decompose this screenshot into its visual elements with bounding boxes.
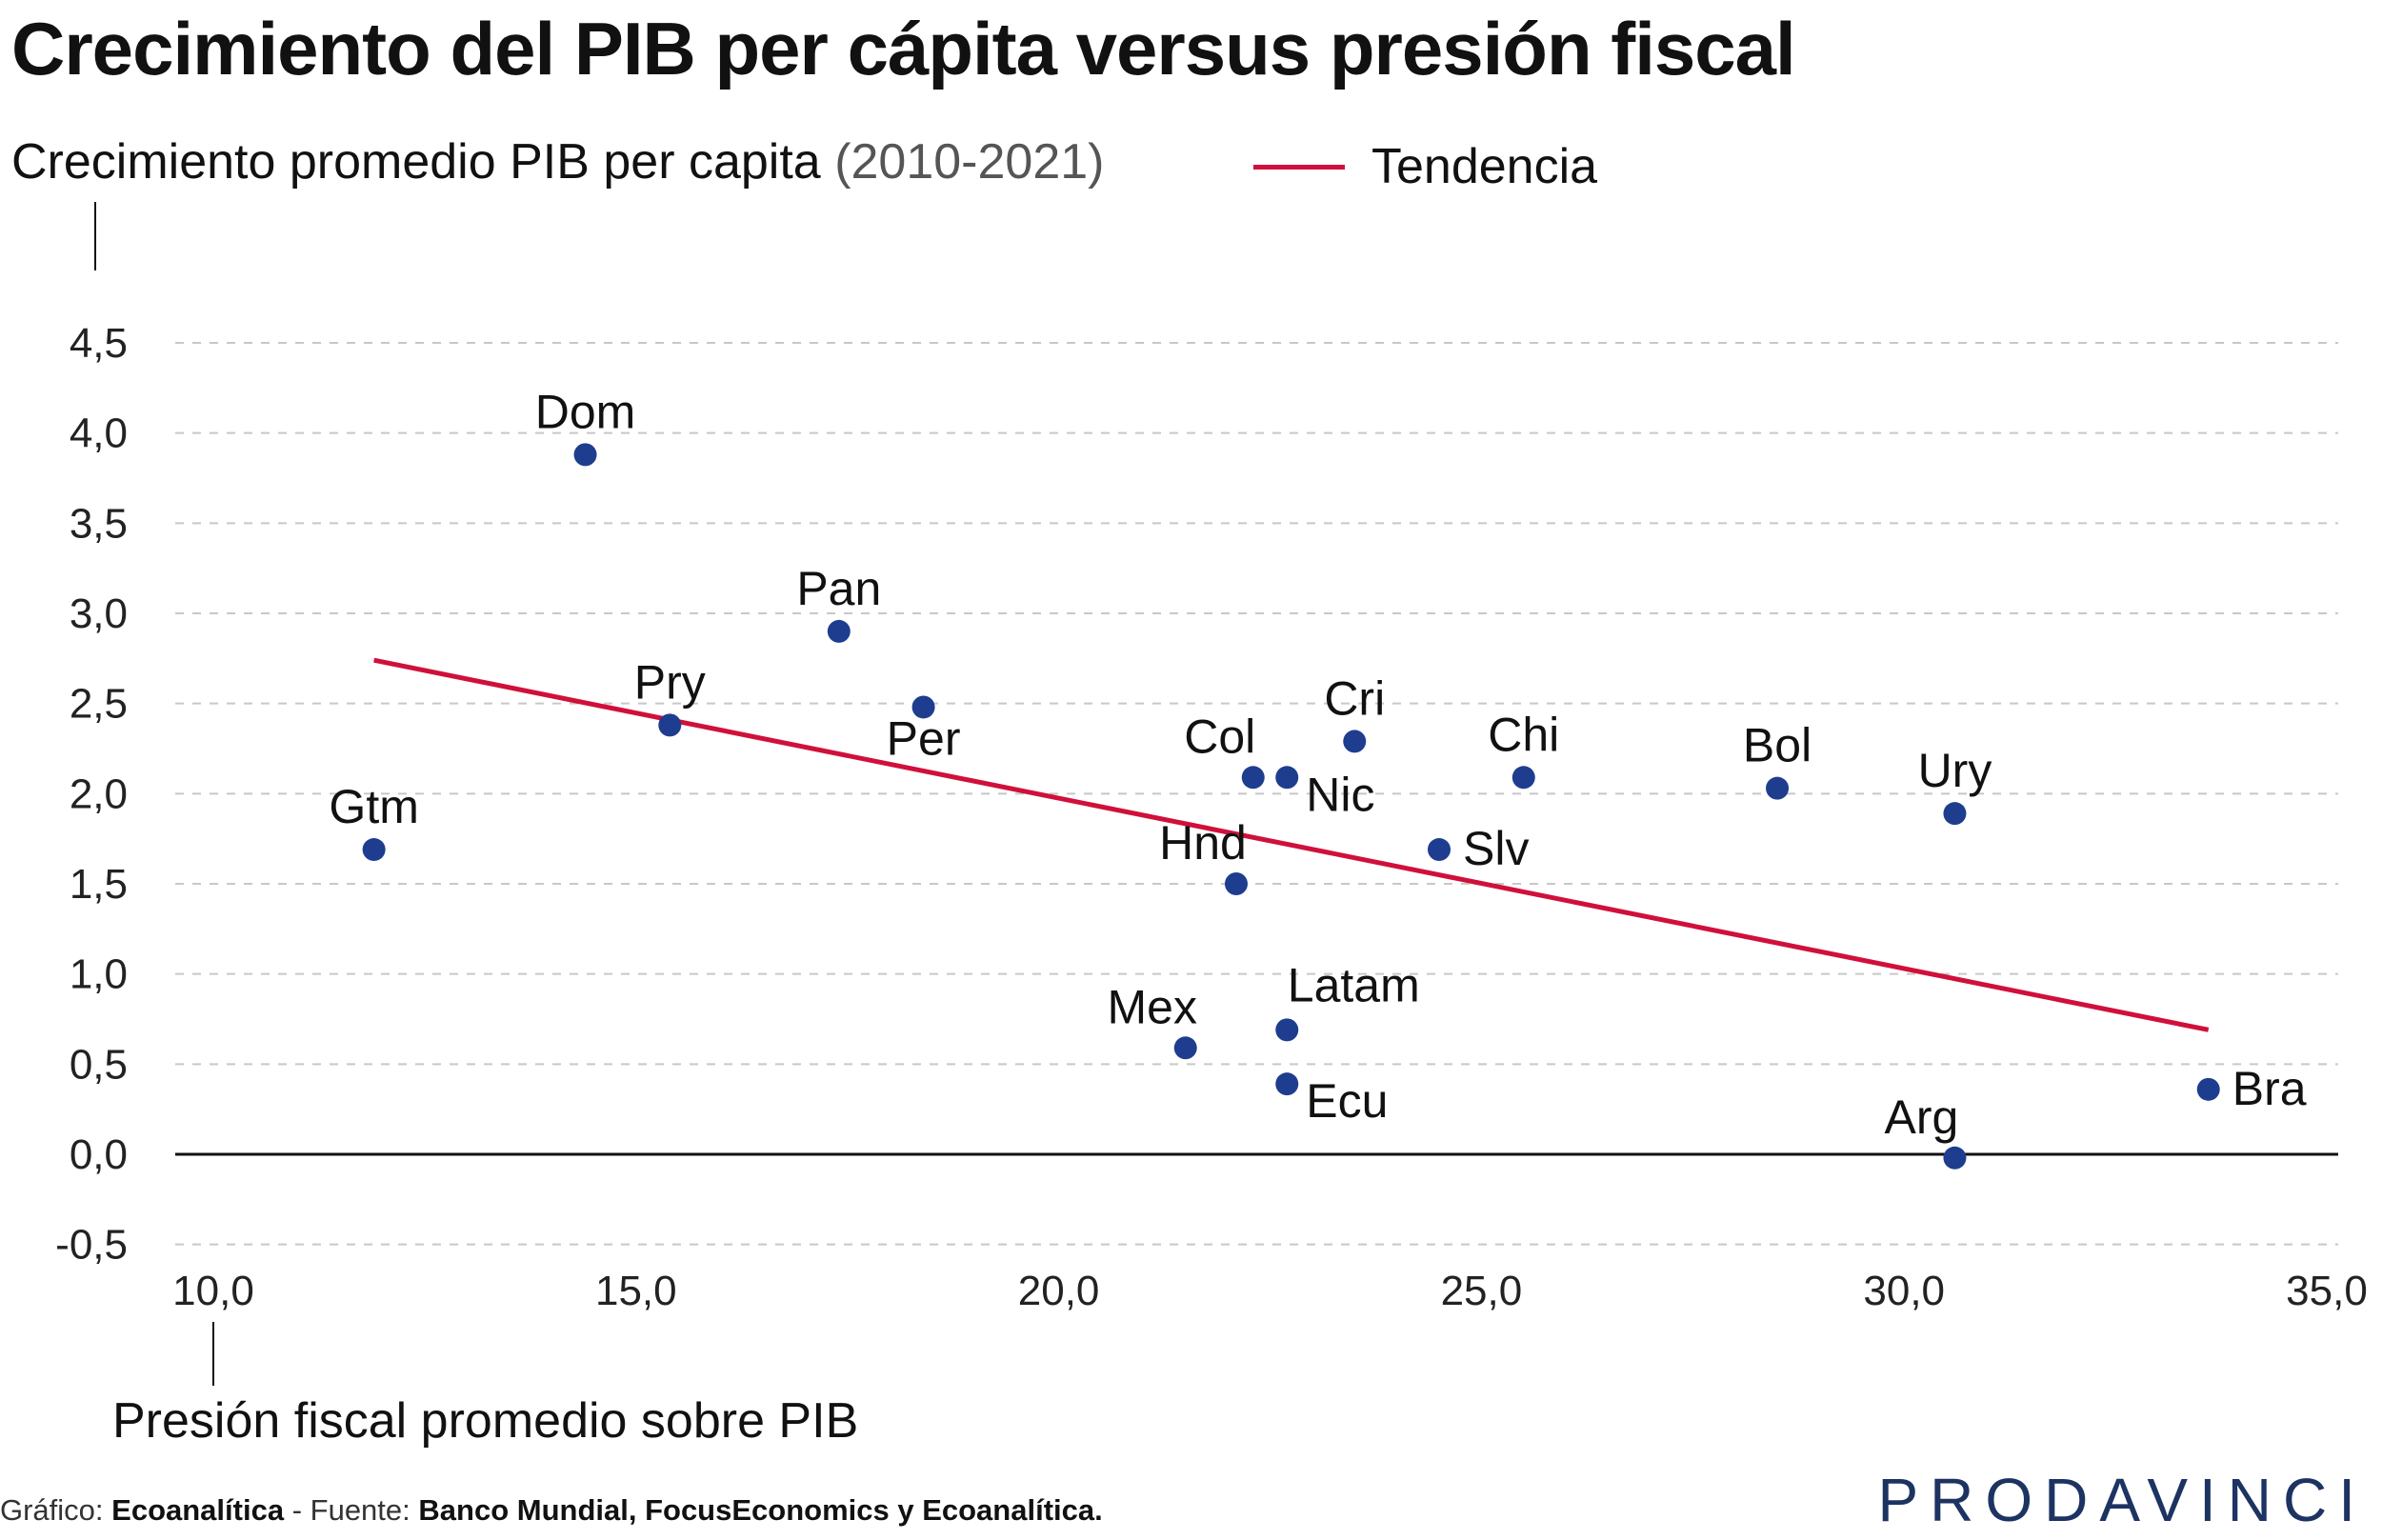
y-tick-label: 0,5 xyxy=(70,1041,128,1088)
y-tick-labels: 4,5 4,0 3,5 3,0 2,5 2,0 1,5 1,0 0,5 0,0 -0,5 xyxy=(55,320,128,1269)
legend-trend-swatch xyxy=(1253,164,1345,170)
prodavinci-logo: PRODAVINCI xyxy=(1877,1466,2367,1534)
data-point xyxy=(827,619,851,643)
point-label: Bol xyxy=(1743,719,1812,772)
x-tick-label: 30,0 xyxy=(1863,1268,1945,1314)
y-tick-label: 4,5 xyxy=(70,320,128,367)
data-point xyxy=(1943,1146,1967,1170)
data-point xyxy=(1173,1036,1197,1060)
point-labels: Dom Pan Pry Per Gtm Col Nic Cri Chi Hnd Slv Bol Ury M… xyxy=(329,385,2306,1143)
footer-prefix: Gráfico: xyxy=(0,1493,104,1527)
data-point xyxy=(1241,766,1265,790)
point-label: Gtm xyxy=(329,780,418,833)
y-tick-label: 2,0 xyxy=(70,770,128,817)
data-point xyxy=(1275,1018,1299,1042)
y-tick-label: 1,0 xyxy=(70,951,128,998)
point-label: Hnd xyxy=(1159,816,1247,870)
data-points xyxy=(362,443,2220,1170)
data-point xyxy=(1766,776,1790,800)
point-label: Ecu xyxy=(1306,1074,1388,1128)
point-label: Latam xyxy=(1288,958,1420,1011)
y-tick-label: 1,5 xyxy=(70,861,128,908)
footer-author: Ecoanalítica xyxy=(111,1493,285,1527)
y-tick-label: 0,0 xyxy=(70,1131,128,1178)
point-label: Cri xyxy=(1324,671,1385,725)
x-axis-title: Presión fiscal promedio sobre PIB xyxy=(112,1393,859,1449)
y-tick-label: 3,0 xyxy=(70,590,128,637)
legend-trend-label: Tendencia xyxy=(1371,139,1598,194)
data-point xyxy=(658,713,682,737)
footer-credits: Gráfico: Ecoanalítica - Fuente: Banco Mu… xyxy=(0,1493,1103,1528)
data-point xyxy=(1275,766,1299,790)
y-axis-title-text: Crecimiento promedio PIB per capita xyxy=(11,134,821,190)
point-label: Pan xyxy=(796,562,881,615)
point-label: Col xyxy=(1184,710,1255,763)
y-axis-period: (2010-2021) xyxy=(834,134,1105,190)
footer-separator: - Fuente: xyxy=(291,1493,410,1527)
y-axis-title: Crecimiento promedio PIB per capita (201… xyxy=(11,133,1105,190)
point-label: Chi xyxy=(1488,708,1559,761)
x-tick-label: 25,0 xyxy=(1441,1268,1523,1314)
point-label: Bra xyxy=(2232,1062,2307,1115)
x-tick-label: 10,0 xyxy=(172,1268,254,1314)
data-point xyxy=(911,695,935,719)
y-tick-label: 2,5 xyxy=(70,681,128,728)
data-point xyxy=(1943,802,1967,826)
legend: Tendencia xyxy=(1253,133,1597,200)
data-point xyxy=(1428,838,1451,862)
y-tick-label: 4,0 xyxy=(70,410,128,457)
point-label: Mex xyxy=(1108,980,1197,1033)
point-label: Nic xyxy=(1306,768,1374,821)
point-label: Arg xyxy=(1885,1090,1959,1144)
point-label: Per xyxy=(887,711,961,765)
data-point xyxy=(362,838,386,862)
y-tick-label: -0,5 xyxy=(55,1222,128,1269)
data-point xyxy=(1343,730,1367,753)
data-point xyxy=(1275,1072,1299,1096)
chart-title: Crecimiento del PIB per cápita versus pr… xyxy=(11,7,1796,90)
x-tick-label: 35,0 xyxy=(2286,1268,2368,1314)
point-label: Ury xyxy=(1918,744,1992,797)
footer-source: Banco Mundial, FocusEconomics y Ecoanalí… xyxy=(418,1493,1103,1527)
point-label: Pry xyxy=(634,655,706,709)
point-label: Slv xyxy=(1463,822,1529,875)
data-point xyxy=(2196,1077,2220,1101)
x-tick-label: 15,0 xyxy=(595,1268,677,1314)
data-point xyxy=(1224,872,1248,895)
data-point xyxy=(1511,766,1535,790)
gridlines xyxy=(175,342,2338,1246)
data-point xyxy=(573,443,597,467)
x-tick-label: 20,0 xyxy=(1018,1268,1100,1314)
y-tick-label: 3,5 xyxy=(70,500,128,547)
x-tick-labels: 10,0 15,0 20,0 25,0 30,0 35,0 xyxy=(172,1268,2368,1314)
point-label: Dom xyxy=(535,385,636,438)
